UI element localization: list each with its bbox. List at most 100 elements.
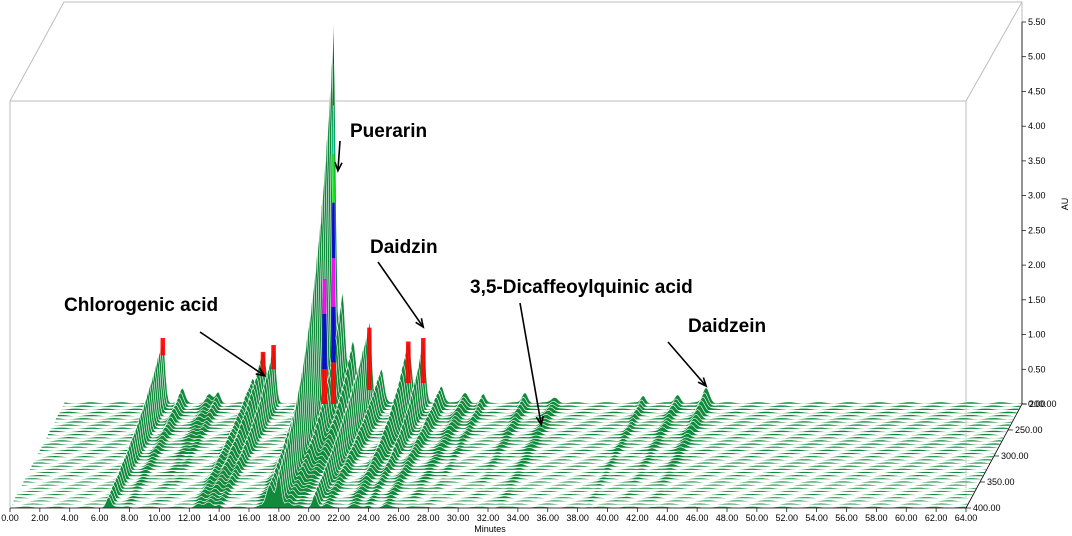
x-tick-label-21: 42.00: [626, 513, 649, 523]
annotation-arrowhead-1: [415, 318, 425, 329]
x-tick-label-12: 24.00: [357, 513, 380, 523]
x-tick-label-16: 32.00: [477, 513, 500, 523]
band-1-2: [322, 278, 327, 314]
annotation-arrowhead-2: [255, 367, 267, 377]
x-tick-label-25: 50.00: [746, 513, 769, 523]
x-tick-label-23: 46.00: [686, 513, 709, 523]
z-tick-label-0: 200.00: [1029, 399, 1057, 409]
x-tick-label-29: 58.00: [865, 513, 888, 523]
x-axis-ticks: 0.00 2.00 4.00 6.00 8.00 10.00 12.00 14.00 16.00…: [1, 508, 977, 523]
band-0-2: [331, 258, 336, 307]
y-tick-label-8: 4.00: [1028, 121, 1046, 131]
band-1-1: [322, 313, 327, 370]
trace-3: [58, 104, 1018, 414]
annotation-arrow-1: [377, 261, 424, 328]
trace-4: [57, 129, 1016, 417]
z-tick-label-3: 350.00: [987, 477, 1015, 487]
annotation-arrowhead-3: [535, 415, 545, 427]
x-tick-label-10: 20.00: [297, 513, 320, 523]
peak-annotations: Puerarin Daidzin Chlorogenic acid 3,5-Dicaf…: [64, 121, 766, 427]
x-tick-label-32: 64.00: [955, 513, 978, 523]
annotation-1: Daidzin: [370, 237, 438, 258]
band-0-1: [331, 306, 336, 363]
y-tick-label-6: 3.00: [1028, 191, 1046, 201]
band-2-0: [366, 327, 372, 391]
trace-6: [53, 174, 1013, 424]
x-axis-label: Minutes: [474, 524, 506, 534]
x-tick-label-1: 2.00: [31, 513, 49, 523]
x-tick-label-2: 4.00: [61, 513, 79, 523]
x-tick-label-0: 0.00: [1, 513, 19, 523]
annotation-arrow-0: [337, 140, 341, 171]
x-tick-label-9: 18.00: [268, 513, 291, 523]
x-tick-label-31: 62.00: [925, 513, 948, 523]
trace-10: [47, 249, 1006, 436]
band-0-6: [332, 63, 335, 106]
trace-0: [63, 18, 1023, 405]
y-axis-label: AU: [1060, 198, 1070, 211]
x-tick-label-15: 30.00: [447, 513, 470, 523]
y-tick-label-4: 2.00: [1028, 260, 1046, 270]
x-tick-label-8: 16.00: [238, 513, 261, 523]
annotation-arrowhead-4: [697, 377, 708, 388]
x-tick-label-20: 40.00: [596, 513, 619, 523]
y-tick-label-2: 1.00: [1028, 330, 1046, 340]
band-0-3: [331, 202, 336, 259]
trace-8: [50, 215, 1009, 430]
trace-9: [49, 232, 1007, 433]
band-0-5: [332, 105, 335, 154]
annotation-arrow-2: [199, 331, 266, 377]
box-top-edges: [10, 1, 1023, 102]
band-0-7: [333, 25, 334, 64]
x-tick-label-5: 10.00: [148, 513, 171, 523]
annotation-2: Chlorogenic acid: [64, 295, 218, 316]
y-tick-label-11: 5.50: [1028, 17, 1046, 27]
z-tick-label-4: 400.00: [973, 503, 1001, 513]
trace-2: [60, 78, 1019, 411]
x-tick-label-4: 8.00: [121, 513, 139, 523]
band-6-0: [271, 344, 277, 370]
y-tick-label-0: 0.00: [1028, 399, 1046, 409]
x-tick-label-24: 48.00: [716, 513, 739, 523]
x-tick-label-19: 38.00: [566, 513, 589, 523]
band-0-4: [332, 153, 335, 203]
x-tick-label-14: 28.00: [417, 513, 440, 523]
x-tick-label-11: 22.00: [327, 513, 350, 523]
band-1-0: [321, 369, 328, 404]
x-tick-label-6: 12.00: [178, 513, 201, 523]
band-3-0: [420, 338, 426, 384]
trace-1: [62, 49, 1021, 408]
z-axis-ticks: 200.00 250.00 300.00 350.00 400.00: [966, 399, 1057, 513]
x-tick-label-18: 36.00: [536, 513, 559, 523]
trace-5: [55, 151, 1014, 421]
trace-7: [52, 195, 1011, 427]
z-tick-label-1: 250.00: [1015, 425, 1043, 435]
z-tick-label-2: 300.00: [1001, 451, 1029, 461]
annotation-3: 3,5-Dicaffeoylquinic acid: [470, 277, 693, 298]
y-tick-label-9: 4.50: [1028, 86, 1046, 96]
x-tick-label-22: 44.00: [656, 513, 679, 523]
x-tick-label-30: 60.00: [895, 513, 918, 523]
trace-33: [9, 472, 967, 509]
annotation-0: Puerarin: [350, 121, 427, 142]
y-tick-label-3: 1.50: [1028, 295, 1046, 305]
annotation-arrow-4: [667, 341, 707, 387]
x-tick-label-7: 14.00: [208, 513, 231, 523]
surface-plot: [9, 18, 1023, 509]
x-tick-label-28: 56.00: [835, 513, 858, 523]
band-4-0: [405, 341, 411, 384]
y-axis-ticks: 0.00 0.50 1.00 1.50 2.00 2.50 3.00 3.50 4.00 4.50…: [1022, 17, 1046, 409]
band-0-0: [330, 362, 337, 404]
x-tick-label-3: 6.00: [91, 513, 109, 523]
y-tick-label-5: 2.50: [1028, 225, 1046, 235]
trace-12: [44, 281, 1002, 443]
y-tick-label-10: 5.00: [1028, 52, 1046, 62]
annotation-arrow-3: [519, 302, 543, 425]
x-tick-label-17: 34.00: [507, 513, 530, 523]
band-5-0: [160, 338, 166, 356]
trace-11: [45, 265, 1004, 439]
x-tick-label-26: 52.00: [775, 513, 798, 523]
y-tick-label-7: 3.50: [1028, 156, 1046, 166]
annotation-4: Daidzein: [688, 316, 766, 337]
